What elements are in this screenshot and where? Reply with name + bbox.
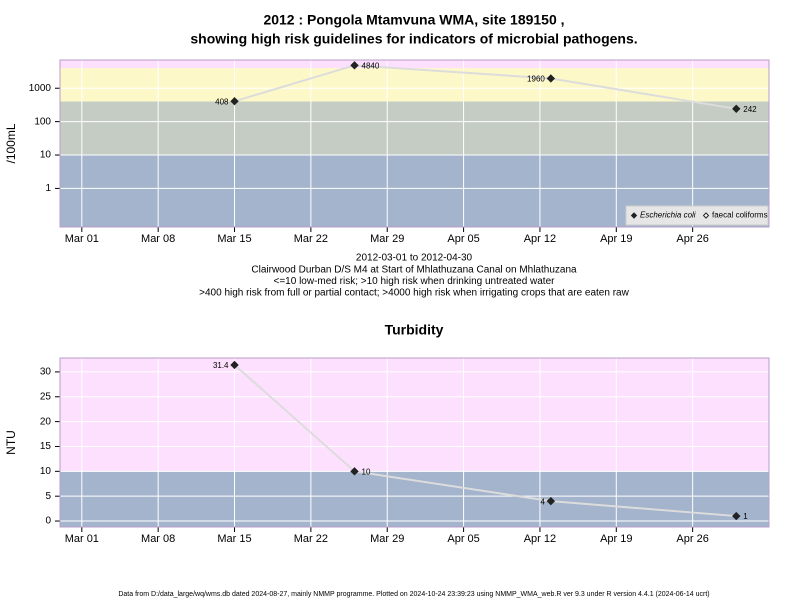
x-tick-label: Mar 15 <box>217 533 251 545</box>
x-tick-label: Apr 19 <box>600 233 632 245</box>
x-tick-label: Apr 26 <box>676 233 708 245</box>
legend-marker <box>702 212 710 219</box>
data-point <box>230 360 239 370</box>
data-point <box>546 74 556 83</box>
x-tick-label: Mar 29 <box>370 233 404 245</box>
chart-title: showing high risk guidelines for indicat… <box>190 31 637 47</box>
data-label: 10 <box>362 467 371 476</box>
data-point <box>350 467 359 476</box>
plot-frame <box>59 59 770 228</box>
data-point <box>732 104 741 114</box>
x-tick-label: Mar 08 <box>141 533 175 545</box>
data-point <box>350 61 359 70</box>
series-line <box>234 64 737 110</box>
data-label: 1 <box>743 512 748 521</box>
x-tick-label: Apr 12 <box>524 233 556 245</box>
x-tick-label: Apr 26 <box>676 533 708 545</box>
y-tick-label: 100 <box>34 116 51 127</box>
x-tick-label: Apr 19 <box>600 533 632 545</box>
data-label: 1960 <box>527 75 545 84</box>
y-tick-label: 1000 <box>29 83 52 94</box>
x-tick-label: Mar 22 <box>294 233 328 245</box>
data-label: 242 <box>743 105 757 114</box>
y-tick-label: 25 <box>40 391 52 402</box>
series-line <box>233 364 737 518</box>
legend-marker <box>630 212 638 219</box>
y-tick-label: 20 <box>40 416 52 427</box>
x-tick-label: Mar 01 <box>65 533 99 545</box>
chart-title: 2012 : Pongola Mtamvuna WMA, site 189150… <box>263 12 564 28</box>
data-label: 31.4 <box>213 361 229 370</box>
x-tick-label: Mar 29 <box>370 533 404 545</box>
chart-title: Turbidity <box>385 322 444 338</box>
y-tick-label: 10 <box>40 466 52 477</box>
x-tick-label: Apr 05 <box>447 533 479 545</box>
y-axis-label: NTU <box>4 430 18 455</box>
footer: Data from D:/data_large/wq/wms.db dated … <box>118 591 709 598</box>
legend-label: Escherichia coli <box>640 211 696 220</box>
y-axis-label: /100mL <box>4 123 18 163</box>
y-tick-label: 30 <box>40 367 52 378</box>
x-tick-label: Mar 01 <box>65 233 99 245</box>
data-label: 408 <box>215 97 229 106</box>
y-tick-label: 0 <box>45 516 51 527</box>
x-tick-label: Mar 22 <box>294 533 328 545</box>
guideline-band <box>60 60 769 69</box>
x-tick-label: Mar 08 <box>141 233 175 245</box>
caption: <=10 low-med risk; >10 high risk when dr… <box>274 276 556 287</box>
guideline-band <box>60 101 769 156</box>
y-tick-label: 15 <box>40 441 52 452</box>
plot-frame <box>59 357 770 528</box>
x-tick-label: Mar 15 <box>217 233 251 245</box>
data-label: 4 <box>540 497 545 506</box>
caption: Clairwood Durban D/S M4 at Start of Mhla… <box>251 264 577 275</box>
data-point <box>230 97 239 106</box>
guideline-band <box>60 358 769 472</box>
x-tick-label: Apr 05 <box>447 233 479 245</box>
data-point <box>732 511 741 521</box>
legend-label: faecal coliforms <box>712 211 768 220</box>
data-label: 4840 <box>362 61 380 70</box>
caption: >400 high risk from full or partial cont… <box>199 288 629 299</box>
y-tick-label: 1 <box>45 183 51 194</box>
y-tick-label: 10 <box>40 150 52 161</box>
y-tick-label: 5 <box>45 491 51 502</box>
data-point <box>546 496 556 506</box>
legend <box>625 205 769 226</box>
x-tick-label: Apr 12 <box>524 533 556 545</box>
guideline-band <box>60 68 769 102</box>
caption: 2012-03-01 to 2012-04-30 <box>356 253 473 264</box>
